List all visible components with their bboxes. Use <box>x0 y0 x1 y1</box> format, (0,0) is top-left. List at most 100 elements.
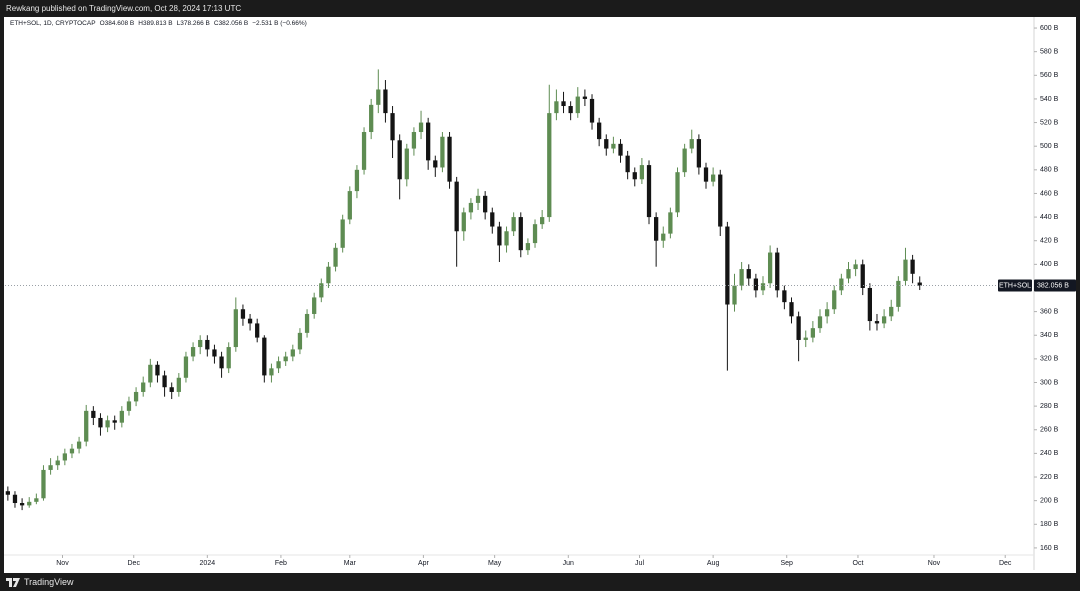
x-tick-label: Sep <box>780 560 793 567</box>
candle-body <box>611 143 616 149</box>
candle-body <box>760 283 766 291</box>
publish-header: Rewkang published on TradingView.com, Oc… <box>6 4 242 13</box>
candle-body <box>732 285 737 305</box>
candle-body <box>654 217 659 241</box>
candle-body <box>803 337 808 340</box>
x-tick-label: Oct <box>853 560 864 567</box>
brand-name: TradingView <box>24 577 74 587</box>
price-label-box <box>1034 279 1076 292</box>
y-tick-label: 580 B <box>1040 49 1059 56</box>
candle-body <box>454 181 459 232</box>
candle-body <box>504 231 509 246</box>
candle-body <box>881 316 887 324</box>
x-tick-label: Dec <box>128 560 141 567</box>
y-tick-label: 280 B <box>1040 403 1059 410</box>
candle-body <box>226 347 231 369</box>
x-tick-label: Dec <box>999 560 1012 567</box>
candle-body <box>789 302 794 317</box>
candle-body <box>703 167 709 182</box>
candle-body <box>782 290 787 303</box>
candle-body <box>668 212 673 234</box>
candle-body <box>718 174 723 227</box>
legend-open: O384.608 B <box>99 20 135 27</box>
candle-body <box>361 132 367 170</box>
candle-body <box>247 318 253 324</box>
candle-body <box>48 465 53 470</box>
candle-body <box>810 328 816 338</box>
x-tick-label: Mar <box>344 560 357 567</box>
candle-body <box>404 148 409 180</box>
candle-body <box>255 323 260 338</box>
legend: ETH+SOL, 1D, CRYPTOCAP O384.608 B H389.8… <box>10 20 307 27</box>
candle-body <box>490 212 495 227</box>
candle-body <box>190 347 196 357</box>
footer: TradingView <box>0 573 1080 591</box>
y-tick-label: 440 B <box>1040 214 1059 221</box>
candle-body <box>675 172 680 213</box>
candle-body <box>126 401 132 411</box>
candle-body <box>910 259 915 274</box>
candle-body <box>69 448 75 454</box>
candle-body <box>618 143 623 156</box>
y-tick-label: 400 B <box>1040 261 1059 268</box>
candle-body <box>568 106 573 114</box>
candle-body <box>846 269 851 279</box>
candle-body <box>860 264 865 288</box>
candle-body <box>746 269 751 279</box>
candle-body <box>212 349 217 357</box>
candle-body <box>233 309 238 348</box>
y-tick-label: 560 B <box>1040 72 1059 79</box>
candle-body <box>319 283 324 298</box>
candle-body <box>767 252 773 284</box>
x-tick-label: May <box>488 560 502 567</box>
candle-body <box>276 361 281 369</box>
candle-body <box>511 217 516 232</box>
candle-body <box>896 280 901 307</box>
candle-body <box>91 410 96 418</box>
candle-body <box>162 375 167 388</box>
candle-body <box>333 247 338 267</box>
y-tick-label: 340 B <box>1040 332 1059 339</box>
candle-body <box>839 278 844 291</box>
candle-body <box>112 420 117 423</box>
candle-body <box>775 252 780 291</box>
candle-body <box>62 453 67 461</box>
brand-logo <box>6 577 20 587</box>
candle-body <box>853 264 858 270</box>
price-label: 382.056 B <box>1037 282 1069 289</box>
candle-body <box>376 89 381 105</box>
candle-body <box>390 113 395 141</box>
candle-body <box>561 101 566 107</box>
x-tick-label: Apr <box>418 560 430 567</box>
y-tick-label: 460 B <box>1040 190 1059 197</box>
candle-body <box>753 278 759 291</box>
x-tick-label: Jul <box>635 560 644 567</box>
candle-body <box>198 339 203 348</box>
candle-body <box>433 160 438 168</box>
candle-body <box>262 337 267 376</box>
candle-body <box>312 297 317 314</box>
candle-body <box>76 441 82 449</box>
candle-body <box>205 339 210 350</box>
y-tick-label: 220 B <box>1040 474 1059 481</box>
candle-body <box>582 96 588 99</box>
candle-body <box>796 316 801 340</box>
candle-body <box>661 233 666 241</box>
candle-body <box>824 309 830 317</box>
candle-body <box>867 287 872 322</box>
candle-body <box>397 140 402 180</box>
candle-body <box>34 498 39 502</box>
candle-body <box>646 165 652 218</box>
y-tick-label: 520 B <box>1040 119 1059 126</box>
candle-body <box>468 202 474 213</box>
chart-background <box>4 17 1076 573</box>
candle-body <box>597 122 602 140</box>
y-tick-label: 260 B <box>1040 427 1059 434</box>
x-tick-label: Aug <box>707 560 720 567</box>
candle-body <box>283 356 288 362</box>
y-tick-label: 480 B <box>1040 167 1059 174</box>
y-tick-label: 240 B <box>1040 450 1059 457</box>
candle-body <box>141 382 146 392</box>
candle-body <box>418 122 424 133</box>
candle-body <box>297 332 303 350</box>
